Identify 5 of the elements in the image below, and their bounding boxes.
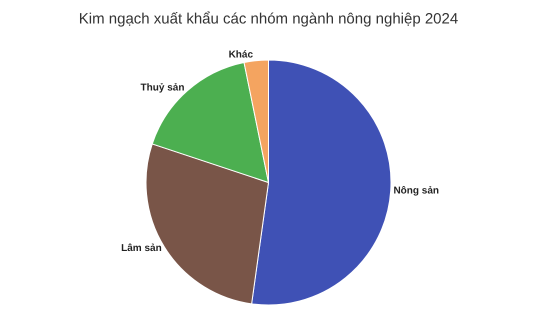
slice-label: Khác [228,50,254,61]
slice-label: Thuỷ sản [140,82,184,94]
slice-label: Nông sản [393,185,440,196]
chart-title: Kim ngạch xuất khẩu các nhóm ngành nông nghiệp 2024 [78,10,458,28]
slice-label: Lâm sản [121,243,162,254]
